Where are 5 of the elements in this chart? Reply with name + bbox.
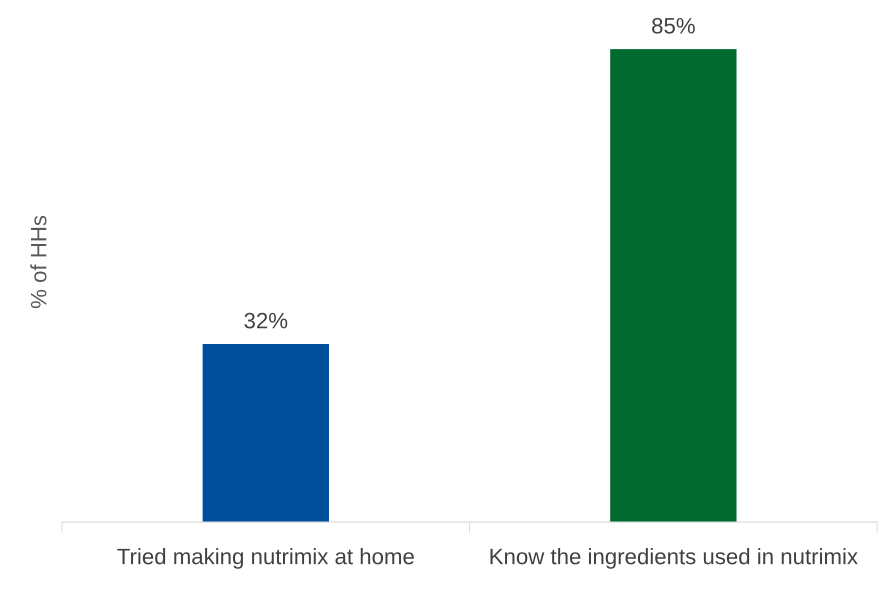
y-axis-title: % of HHs xyxy=(30,216,47,308)
data-label: 85% xyxy=(652,18,695,34)
x-tick-label: Know the ingredients used in nutrimix xyxy=(490,548,858,569)
data-label: 32% xyxy=(244,312,288,328)
x-tick-label: Tried making nutrimix at home xyxy=(117,548,414,569)
